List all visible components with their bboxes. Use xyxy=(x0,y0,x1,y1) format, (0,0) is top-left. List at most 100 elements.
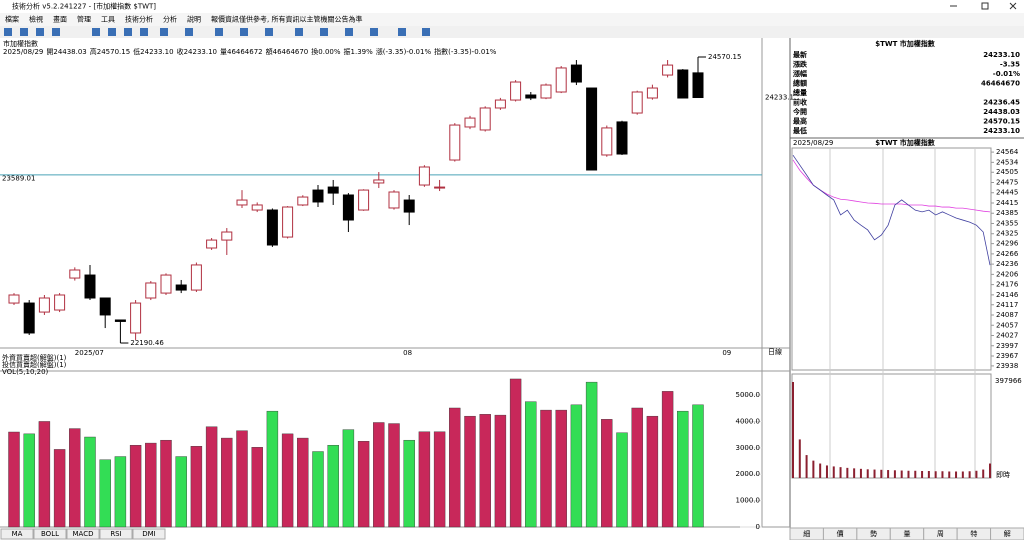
candle-body xyxy=(449,124,461,161)
volume-bar xyxy=(616,432,628,528)
tab[interactable] xyxy=(66,528,100,540)
quote-value: 24233.10 xyxy=(983,127,1020,135)
tool-icon[interactable] xyxy=(160,28,168,36)
volume-max-label: 397966 xyxy=(995,377,1022,385)
volume-bar xyxy=(464,415,476,528)
tool-icon[interactable] xyxy=(185,28,193,36)
tab-label[interactable]: 價 xyxy=(837,529,844,538)
volume-bar xyxy=(99,459,111,528)
intraday-title: $TWT 市加權指數 xyxy=(875,138,935,147)
tab-label[interactable]: 周 xyxy=(937,530,944,538)
tool-icon[interactable] xyxy=(108,28,116,36)
menu-item[interactable]: 檔案 xyxy=(5,15,19,24)
tab-label[interactable]: DMI xyxy=(142,530,156,538)
info-item: 漲(-3.35)-0.01% xyxy=(376,47,432,56)
candle-body xyxy=(130,302,142,334)
close[interactable] xyxy=(1009,2,1017,10)
candle-body xyxy=(510,81,522,101)
quote-label: 最高 xyxy=(793,117,807,126)
toolbar-icons[interactable] xyxy=(4,28,430,36)
candle-body xyxy=(297,196,309,206)
tab-label[interactable]: 特 xyxy=(970,529,977,538)
tab[interactable] xyxy=(132,528,166,540)
tool-icon[interactable] xyxy=(215,28,223,36)
volume-bar xyxy=(631,407,643,528)
title-bar xyxy=(0,0,1024,13)
y-tick-label: 24534 xyxy=(996,158,1019,166)
info-item: 2025/08/29 xyxy=(3,48,43,56)
menu-item[interactable]: 技術分析 xyxy=(125,15,153,24)
y-tick-label: 23997 xyxy=(996,342,1018,350)
window-controls[interactable] xyxy=(950,2,1017,10)
tool-icon[interactable] xyxy=(295,28,303,36)
tool-icon[interactable] xyxy=(370,28,378,36)
tool-icon[interactable] xyxy=(422,28,430,36)
tool-icon[interactable] xyxy=(36,28,44,36)
volume-bar xyxy=(23,433,35,528)
intraday-volume-bar xyxy=(805,455,808,478)
menu-item[interactable]: 檢視 xyxy=(29,15,43,24)
tab-label[interactable]: 量 xyxy=(904,530,911,538)
intraday-volume-bar xyxy=(914,470,917,478)
average-line xyxy=(792,159,991,213)
y-tick-label: 0 xyxy=(756,523,760,531)
candle-body xyxy=(160,274,172,294)
tab-label[interactable]: 細 xyxy=(803,529,810,538)
tab-label[interactable]: 解 xyxy=(1004,529,1011,538)
y-tick-label: 24087 xyxy=(996,311,1018,319)
y-tick-label: 24057 xyxy=(996,321,1018,329)
intraday-volume-bar xyxy=(812,460,815,478)
candle-body xyxy=(145,282,157,299)
volume-bar xyxy=(433,431,446,528)
quote-label: 最新 xyxy=(793,50,807,59)
tool-icon[interactable] xyxy=(240,28,248,36)
tool-icon[interactable] xyxy=(52,28,60,36)
volume-bar xyxy=(160,439,172,528)
y-tick-label: 24475 xyxy=(996,178,1018,186)
tool-icon[interactable] xyxy=(4,28,12,36)
tab-label[interactable]: RSI xyxy=(110,530,121,538)
candle-body xyxy=(236,199,248,206)
candle-body xyxy=(221,231,233,241)
tab-label[interactable]: 勢 xyxy=(870,529,877,538)
menu-item[interactable]: 說明 xyxy=(187,15,201,24)
menu-item[interactable]: 分析 xyxy=(163,15,177,24)
candle-body xyxy=(114,319,126,322)
tool-icon[interactable] xyxy=(398,28,406,36)
candle-body xyxy=(555,67,567,93)
menu-item[interactable]: 工具 xyxy=(101,16,115,24)
info-item: 換0.00% xyxy=(311,47,341,56)
tab[interactable] xyxy=(33,528,67,540)
volume-bar xyxy=(251,447,263,528)
tool-icon[interactable] xyxy=(92,28,100,36)
candle-body xyxy=(8,294,20,304)
candle-body xyxy=(388,191,400,209)
y-tick-label: 5000.0 xyxy=(736,391,761,399)
menu-item[interactable]: 畫面 xyxy=(53,15,67,24)
volume-bar xyxy=(175,456,187,528)
candle-body xyxy=(464,117,476,128)
intraday-volume-bar xyxy=(887,470,890,478)
volume-bar xyxy=(540,409,552,528)
tool-icon[interactable] xyxy=(320,28,328,36)
tool-icon[interactable] xyxy=(345,28,353,36)
menu-item[interactable]: 管理 xyxy=(77,15,91,24)
volume-bar xyxy=(327,444,339,528)
tab-label[interactable]: MACD xyxy=(73,530,94,538)
tab[interactable] xyxy=(0,528,34,540)
maximize[interactable] xyxy=(981,2,989,10)
y-tick-label: 4000.0 xyxy=(736,417,761,425)
tab[interactable] xyxy=(99,528,133,540)
tool-icon[interactable] xyxy=(265,28,273,36)
tool-icon[interactable] xyxy=(20,28,28,36)
candle-body xyxy=(327,186,339,194)
tool-icon[interactable] xyxy=(124,28,132,36)
intraday-volume-bar xyxy=(989,463,992,478)
tool-icon[interactable] xyxy=(140,28,148,36)
candle-body xyxy=(190,264,202,291)
menu-item[interactable]: 報價資訊僅供參考, 所有資訊以主管機關公告為準 xyxy=(211,15,362,24)
tab-label[interactable]: BOLL xyxy=(41,530,59,538)
y-tick-label: 1000.0 xyxy=(736,497,761,505)
tab-label[interactable]: MA xyxy=(12,530,23,538)
